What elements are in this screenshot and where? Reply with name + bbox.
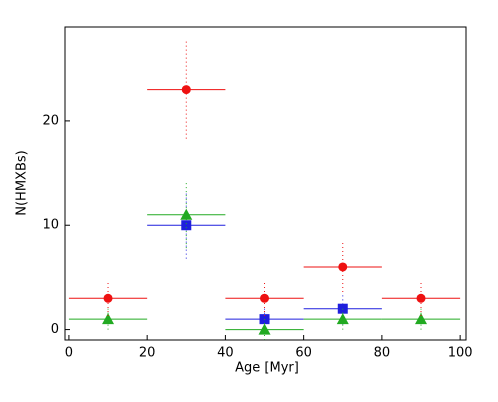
y-tick-label: 10 bbox=[42, 218, 59, 233]
plot-frame bbox=[64, 26, 467, 341]
x-tick-label: 100 bbox=[448, 346, 473, 361]
point bbox=[338, 262, 348, 272]
point bbox=[416, 293, 426, 303]
x-tick-label: 80 bbox=[374, 346, 391, 361]
point bbox=[180, 208, 193, 220]
y-axis-label: N(HMXBs) bbox=[15, 150, 30, 215]
y-tick-label: 20 bbox=[42, 113, 59, 128]
point bbox=[181, 220, 192, 231]
point bbox=[181, 85, 191, 95]
x-tick-label: 0 bbox=[65, 346, 73, 361]
point bbox=[103, 293, 113, 303]
x-axis-label: Age [Myr] bbox=[235, 361, 299, 376]
point bbox=[260, 293, 270, 303]
point bbox=[415, 313, 428, 325]
point bbox=[102, 313, 115, 325]
point bbox=[258, 323, 271, 335]
point bbox=[336, 313, 349, 325]
x-tick-label: 20 bbox=[139, 346, 156, 361]
x-tick-label: 60 bbox=[295, 346, 312, 361]
y-tick-label: 0 bbox=[51, 322, 59, 337]
x-tick-label: 40 bbox=[217, 346, 234, 361]
